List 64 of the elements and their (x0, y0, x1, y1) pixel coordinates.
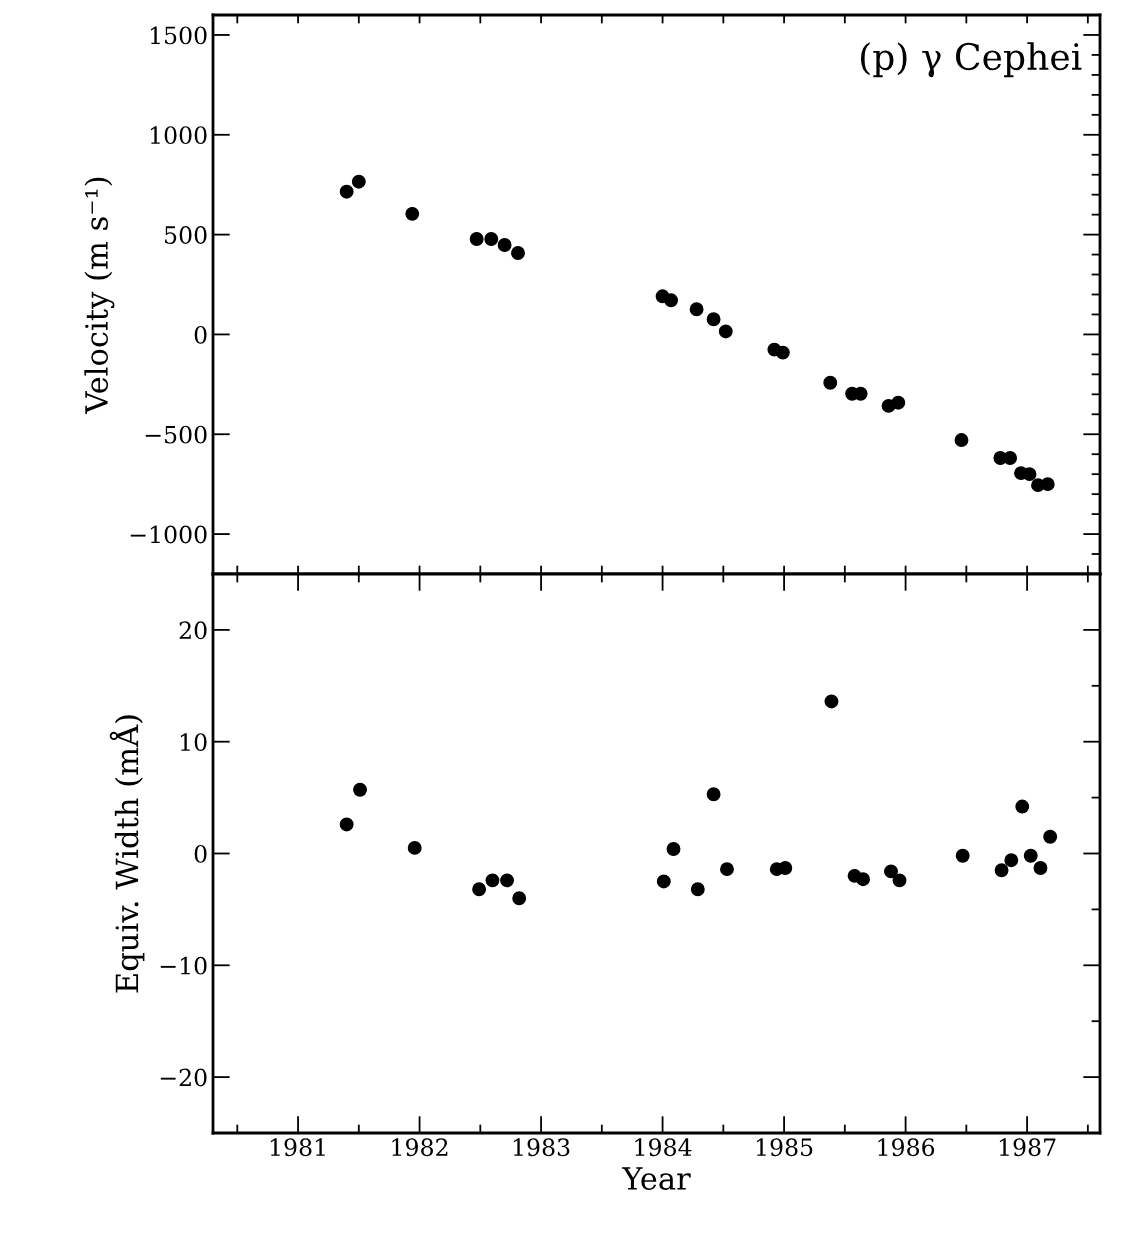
point (497, 238, 512, 252)
point (718, 324, 733, 339)
point (405, 206, 420, 221)
point (1015, 799, 1030, 814)
x-tick-label: 1984 (635, 1138, 692, 1157)
point (706, 312, 721, 327)
point (353, 782, 367, 797)
point (824, 694, 839, 709)
point (339, 184, 354, 199)
point (666, 842, 681, 856)
point (720, 862, 734, 877)
point (485, 873, 500, 888)
point (664, 293, 679, 308)
x-tick-label: 1982 (392, 1138, 448, 1157)
y-tick-label: 1500 (150, 26, 207, 45)
point (954, 433, 969, 447)
point (891, 395, 906, 410)
y-tick-label: −1000 (130, 525, 207, 544)
y-tick-label: −10 (160, 956, 207, 975)
point (1043, 829, 1058, 844)
point (500, 873, 514, 888)
point (1004, 853, 1019, 868)
y-tick-label: 1000 (150, 126, 207, 145)
point (689, 302, 704, 317)
annotation: (p) γ Cephei (860, 42, 1082, 78)
point (994, 863, 1009, 878)
y-tick-label: 0 (194, 844, 207, 863)
point (892, 873, 907, 888)
x-tick-label: 1987 (999, 1138, 1056, 1157)
y-tick-label: 20 (179, 621, 207, 640)
y-axis-title: Velocity (m s⁻¹) (84, 177, 115, 414)
x-tick-label: 1983 (513, 1138, 570, 1157)
y-tick-label: 0 (194, 325, 207, 344)
point (856, 872, 871, 887)
point (484, 232, 499, 246)
point (690, 882, 705, 897)
x-tick-label: 1981 (270, 1138, 325, 1157)
y-axis-title: Equiv. Width (mÅ) (109, 715, 145, 993)
point (472, 882, 487, 897)
point (884, 864, 898, 879)
point (1003, 451, 1018, 465)
point (955, 848, 970, 863)
y-tick-label: −20 (160, 1068, 207, 1087)
point (778, 861, 793, 875)
x-axis-title: Year (621, 1167, 691, 1190)
point (1033, 861, 1048, 875)
point (511, 246, 525, 260)
x-tick-label: 1986 (878, 1138, 935, 1157)
point (1023, 848, 1038, 863)
point (339, 817, 354, 832)
point (1040, 477, 1055, 492)
point (775, 345, 790, 360)
point (1022, 467, 1037, 482)
y-tick-label: 500 (165, 226, 207, 244)
point (407, 840, 422, 855)
point (706, 787, 721, 802)
point (351, 174, 366, 189)
x-tick-label: 1985 (756, 1138, 813, 1157)
point (512, 891, 527, 906)
point (469, 232, 484, 246)
point (823, 375, 838, 390)
point (656, 874, 671, 889)
y-tick-label: 10 (180, 733, 207, 752)
y-tick-label: −500 (145, 425, 207, 444)
